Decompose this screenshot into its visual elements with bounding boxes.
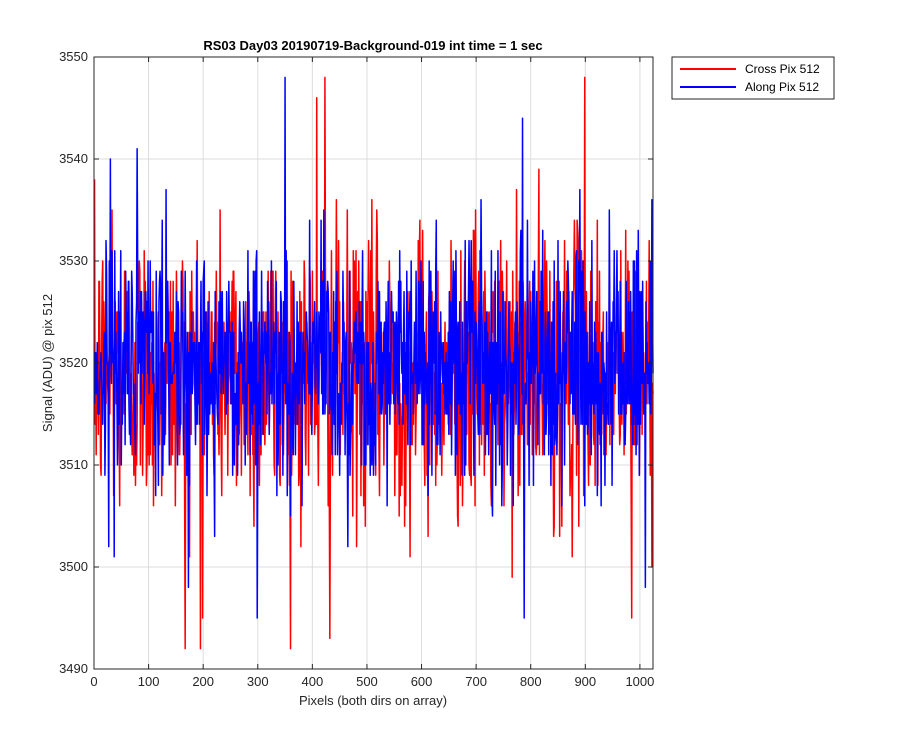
x-tick-label: 0 bbox=[90, 674, 97, 689]
axis-ticks: 0 100 200 300 400 500 600 700 800 900 1000 3490 3500… bbox=[59, 49, 654, 689]
legend[interactable]: Cross Pix 512 Along Pix 512 bbox=[671, 56, 835, 100]
x-tick-label: 100 bbox=[138, 674, 160, 689]
x-tick-label: 700 bbox=[465, 674, 487, 689]
legend-box bbox=[671, 56, 835, 100]
x-tick-label: 600 bbox=[411, 674, 433, 689]
series-layer bbox=[93, 76, 654, 650]
y-tick-label: 3520 bbox=[59, 355, 88, 370]
chart-title: RS03 Day03 20190719-Background-019 int t… bbox=[203, 38, 542, 53]
y-tick-label: 3530 bbox=[59, 253, 88, 268]
x-tick-label: 900 bbox=[574, 674, 596, 689]
x-tick-label: 500 bbox=[356, 674, 378, 689]
series-line-along bbox=[93, 76, 654, 619]
y-tick-label: 3500 bbox=[59, 559, 88, 574]
x-axis-label: Pixels (both dirs on array) bbox=[299, 693, 447, 708]
x-tick-label: 400 bbox=[302, 674, 324, 689]
legend-label-cross: Cross Pix 512 bbox=[745, 62, 820, 76]
y-tick-label: 3550 bbox=[59, 49, 88, 64]
x-tick-label: 300 bbox=[247, 674, 269, 689]
x-tick-label: 800 bbox=[520, 674, 542, 689]
x-tick-label: 200 bbox=[192, 674, 214, 689]
y-tick-label: 3510 bbox=[59, 457, 88, 472]
y-axis-label: Signal (ADU) @ pix 512 bbox=[40, 294, 55, 432]
legend-label-along: Along Pix 512 bbox=[745, 80, 819, 94]
x-tick-label: 1000 bbox=[625, 674, 654, 689]
y-tick-label: 3540 bbox=[59, 151, 88, 166]
y-tick-label: 3490 bbox=[59, 661, 88, 676]
